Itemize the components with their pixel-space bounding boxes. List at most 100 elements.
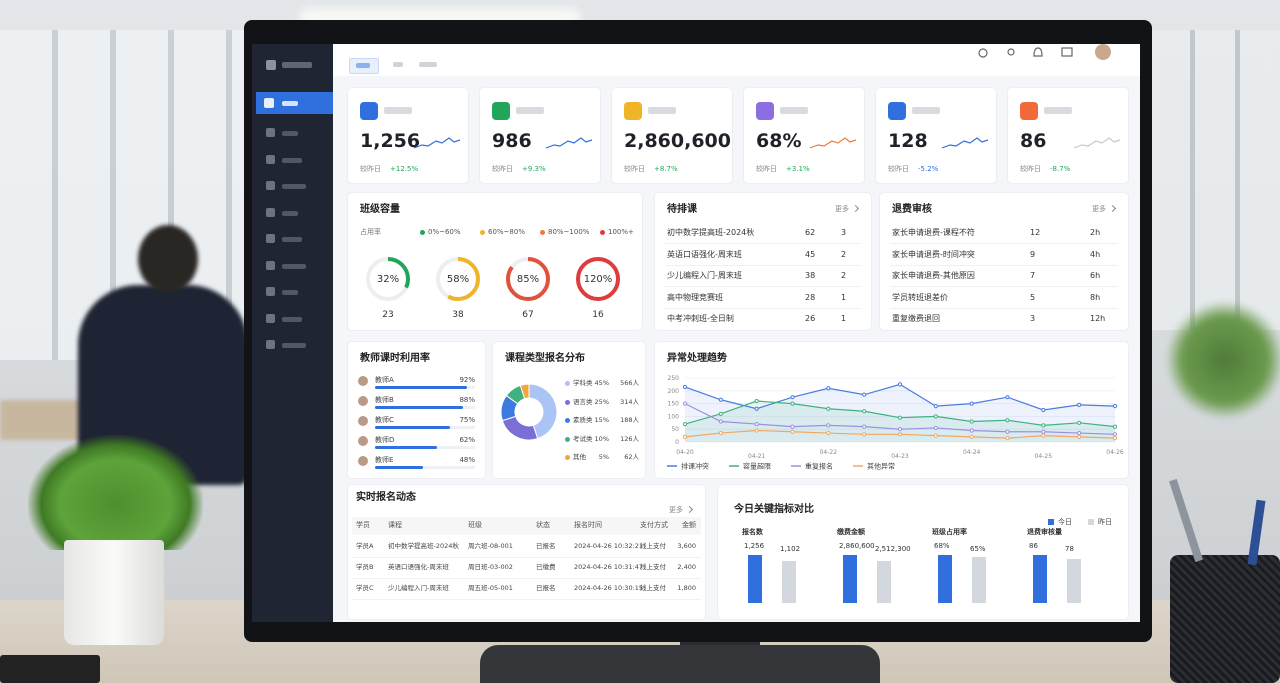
y-tick-label: 200 (668, 388, 680, 395)
pie-slice (501, 415, 539, 441)
group-label: 班级占用率 (932, 528, 967, 536)
kpi-label (384, 107, 412, 114)
row-divider (665, 264, 861, 266)
kpi-change: +12.5% (390, 165, 419, 173)
point (862, 409, 867, 414)
table-cell: 高中物理竞赛班 (667, 292, 723, 302)
point (1112, 424, 1118, 429)
teacher-name: 教师A (375, 376, 394, 384)
table-cell: 2 (841, 271, 847, 280)
value-label: 78 (1065, 545, 1074, 553)
user-icon (1007, 48, 1015, 56)
kpi-value: 1,256 (360, 130, 421, 152)
menu-icon (266, 154, 275, 164)
table-cell: 已报名 (536, 584, 556, 592)
teacher-name: 教师C (375, 416, 394, 424)
table-cell: 62 (805, 228, 816, 237)
point (754, 406, 759, 411)
legend-swatch (1088, 519, 1094, 525)
count-label: 314人 (620, 397, 639, 406)
kpi-icon (492, 102, 510, 120)
table-cell: 中考冲刺班-全日制 (667, 314, 734, 323)
kpi-compare-label: 较昨日 (492, 165, 513, 173)
table-cell: 学员A (356, 542, 374, 550)
top-bar (333, 44, 1140, 76)
sparkline-line (545, 137, 593, 149)
point (790, 424, 795, 429)
card: 退费审核 更多 家长申请退费-课程不符 12 2h 家长申请退费-时间冲突 9 4h 家长申请退… (880, 193, 1128, 330)
point (754, 398, 759, 404)
gauge-count: 16 (592, 310, 604, 320)
x-tick-label: 04-20 (676, 449, 694, 456)
point (862, 424, 867, 429)
legend-label: 昨日 (1098, 518, 1112, 526)
legend-label: 学科类 (573, 379, 593, 387)
row-divider (665, 286, 861, 287)
gauge-count: 23 (382, 310, 393, 320)
sparkline-line (413, 137, 461, 149)
sparkline (809, 137, 857, 149)
pencil (1169, 478, 1203, 563)
gauge-arc (366, 257, 410, 301)
table-cell: 线上支付 (640, 542, 666, 550)
table-cell: 3,600 (677, 542, 696, 550)
menu-icon (266, 287, 275, 296)
value-label: 2,860,600 (839, 542, 875, 550)
mail-icon (1061, 47, 1073, 57)
kpi-value: 128 (888, 130, 928, 152)
point (933, 404, 938, 409)
row-divider (352, 557, 701, 558)
row-divider (352, 578, 701, 579)
kpi-label (780, 107, 808, 114)
y-tick-label: 100 (668, 413, 680, 420)
point (1077, 420, 1082, 425)
legend-dot (540, 230, 545, 235)
card-title: 班级容量 (360, 204, 400, 215)
card: 68% 较昨日 +3.1% (744, 88, 864, 183)
point (718, 419, 723, 424)
table-cell: 学员B (356, 563, 374, 571)
row-divider (890, 243, 1118, 244)
gauge-label: 58% (447, 274, 469, 285)
pie-slice (528, 383, 558, 440)
gauge-count: 67 (522, 310, 533, 320)
sparkline-line (941, 137, 989, 149)
gauge-label: 120% (584, 274, 613, 285)
gauge-arc (506, 257, 550, 301)
point (969, 434, 974, 439)
y-tick-label: 150 (668, 401, 680, 408)
row-divider (352, 599, 701, 600)
card: 教师课时利用率 教师A 92% 教师B 88% 教师C 75% 教师D 62% 教师E 48% (348, 342, 485, 478)
avatar (358, 456, 368, 466)
table-cell: 12h (1090, 314, 1106, 323)
kpi-icon (1020, 102, 1038, 120)
sparkline-line (809, 137, 857, 149)
table-cell: 2,400 (677, 563, 696, 571)
kpi-compare-label: 较昨日 (624, 165, 645, 173)
avatar (358, 436, 368, 446)
kpi-label (648, 107, 676, 114)
point (1005, 429, 1010, 434)
point (1041, 407, 1046, 413)
menu-icon (266, 128, 275, 137)
kpi-change: -8.7% (1050, 165, 1071, 173)
sidebar (252, 44, 333, 622)
legend-dot (420, 230, 425, 235)
teacher-name: 教师B (375, 396, 394, 404)
menu-text (282, 263, 306, 269)
table-header: 金额 (682, 521, 696, 529)
table-cell: 2024-04-26 10:30:15 (574, 584, 644, 592)
bar (1033, 555, 1047, 603)
avatar (1095, 44, 1111, 60)
gauge-arc (436, 257, 480, 301)
point (826, 423, 831, 428)
value-label: 48% (459, 456, 475, 464)
point (754, 428, 759, 433)
point (682, 384, 688, 390)
table-cell: 初中数学提高班-2024秋 (667, 228, 755, 237)
kpi-value: 86 (1020, 130, 1047, 152)
table-header: 报名时间 (574, 521, 602, 529)
table-cell: 38 (805, 271, 816, 280)
table-cell: 7 (1030, 271, 1036, 280)
legend-dot (600, 230, 605, 235)
